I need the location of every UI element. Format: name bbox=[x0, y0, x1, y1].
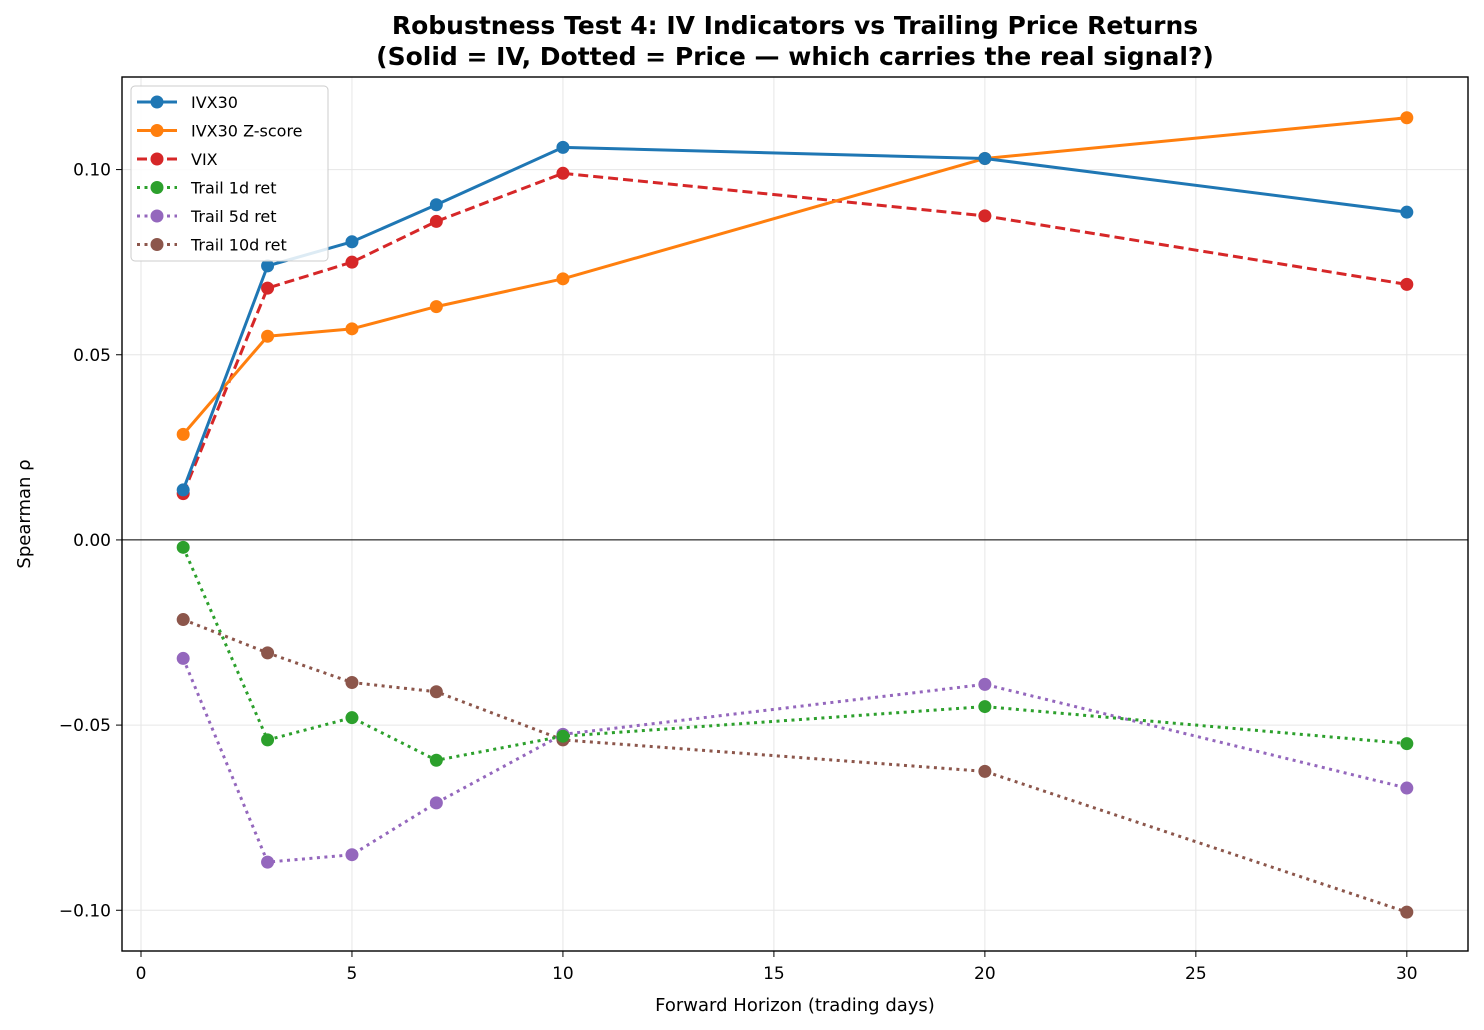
x-tick-label: 5 bbox=[347, 964, 358, 984]
series-trail-10d-ret bbox=[176, 613, 1414, 919]
data-point bbox=[1400, 737, 1414, 751]
legend-swatch-marker bbox=[150, 95, 164, 109]
data-point bbox=[429, 300, 443, 314]
data-point bbox=[978, 677, 992, 691]
data-point bbox=[345, 235, 359, 249]
plot-frame bbox=[121, 76, 1469, 952]
y-tick-label: 0.10 bbox=[73, 161, 111, 181]
plot-area bbox=[121, 76, 1469, 952]
legend-label: Trail 5d ret bbox=[190, 207, 277, 226]
data-point bbox=[1400, 277, 1414, 291]
data-point bbox=[1400, 905, 1414, 919]
data-point bbox=[429, 214, 443, 228]
legend-swatch-marker bbox=[150, 181, 164, 194]
legend-swatch-marker bbox=[150, 209, 164, 223]
legend-label: Trail 10d ret bbox=[190, 236, 287, 255]
y-tick-label: 0.05 bbox=[73, 346, 111, 366]
data-point bbox=[556, 140, 570, 154]
grid bbox=[122, 77, 1468, 951]
legend-item: IVX30 bbox=[137, 93, 238, 112]
legend-swatch-marker bbox=[150, 238, 164, 251]
data-point bbox=[556, 729, 570, 743]
legend-swatch-marker bbox=[150, 152, 164, 166]
data-point bbox=[261, 855, 275, 869]
data-point bbox=[176, 613, 190, 627]
data-point bbox=[345, 711, 359, 725]
x-tick-label: 15 bbox=[763, 964, 785, 984]
data-point bbox=[261, 281, 275, 295]
y-axis: −0.10 −0.05 0.00 0.05 0.10 bbox=[59, 161, 122, 921]
y-axis-label: Spearman ρ bbox=[14, 459, 35, 568]
data-point bbox=[978, 764, 992, 778]
data-point bbox=[1400, 205, 1414, 219]
x-tick-label: 20 bbox=[974, 964, 996, 984]
data-point bbox=[176, 427, 190, 441]
data-point bbox=[261, 259, 275, 273]
data-point bbox=[261, 733, 275, 747]
x-axis: 0 5 10 15 20 25 30 bbox=[136, 951, 1418, 984]
data-point bbox=[429, 796, 443, 810]
series-ivx30 bbox=[176, 140, 1414, 497]
series-trail-1d-ret bbox=[176, 540, 1414, 767]
x-tick-label: 30 bbox=[1396, 964, 1418, 984]
data-point bbox=[261, 646, 275, 660]
y-tick-label: 0.00 bbox=[73, 531, 111, 551]
legend-label: IVX30 bbox=[191, 93, 238, 112]
chart-subtitle: (Solid = IV, Dotted = Price — which carr… bbox=[376, 42, 1214, 71]
legend-box bbox=[130, 85, 329, 262]
series-group bbox=[176, 111, 1414, 919]
legend-label: VIX bbox=[191, 150, 218, 169]
x-tick-label: 25 bbox=[1185, 964, 1207, 984]
x-axis-label: Forward Horizon (trading days) bbox=[655, 995, 935, 1016]
data-point bbox=[1400, 781, 1414, 795]
legend-item: Trail 5d ret bbox=[137, 207, 277, 226]
plot-background bbox=[122, 77, 1468, 951]
data-point bbox=[556, 166, 570, 180]
legend-label: Trail 1d ret bbox=[190, 179, 277, 198]
legend-item: IVX30 Z-score bbox=[137, 122, 303, 141]
legend-swatch-marker bbox=[150, 124, 164, 137]
data-point bbox=[1400, 111, 1414, 125]
data-point bbox=[429, 753, 443, 767]
data-point bbox=[429, 198, 443, 212]
y-tick-label: −0.10 bbox=[59, 901, 111, 921]
data-point bbox=[176, 483, 190, 497]
data-point bbox=[176, 651, 190, 665]
data-point bbox=[978, 700, 992, 714]
data-point bbox=[345, 676, 359, 690]
legend-label: IVX30 Z-score bbox=[191, 122, 303, 141]
data-point bbox=[978, 209, 992, 223]
x-tick-label: 10 bbox=[552, 964, 574, 984]
legend-item: VIX bbox=[137, 150, 218, 169]
data-point bbox=[261, 329, 275, 343]
legend-item: Trail 1d ret bbox=[137, 179, 277, 198]
data-point bbox=[345, 848, 359, 862]
x-tick-label: 0 bbox=[136, 964, 147, 984]
legend: IVX30 IVX30 Z-score VIX Trail 1d ret Trail 5… bbox=[130, 85, 329, 262]
data-point bbox=[556, 272, 570, 286]
data-point bbox=[978, 151, 992, 165]
legend-item: Trail 10d ret bbox=[137, 236, 287, 255]
data-point bbox=[429, 685, 443, 699]
data-point bbox=[345, 322, 359, 336]
data-point bbox=[176, 540, 190, 554]
y-tick-label: −0.05 bbox=[59, 716, 111, 736]
data-point bbox=[345, 255, 359, 269]
chart-title: Robustness Test 4: IV Indicators vs Trai… bbox=[392, 11, 1198, 40]
